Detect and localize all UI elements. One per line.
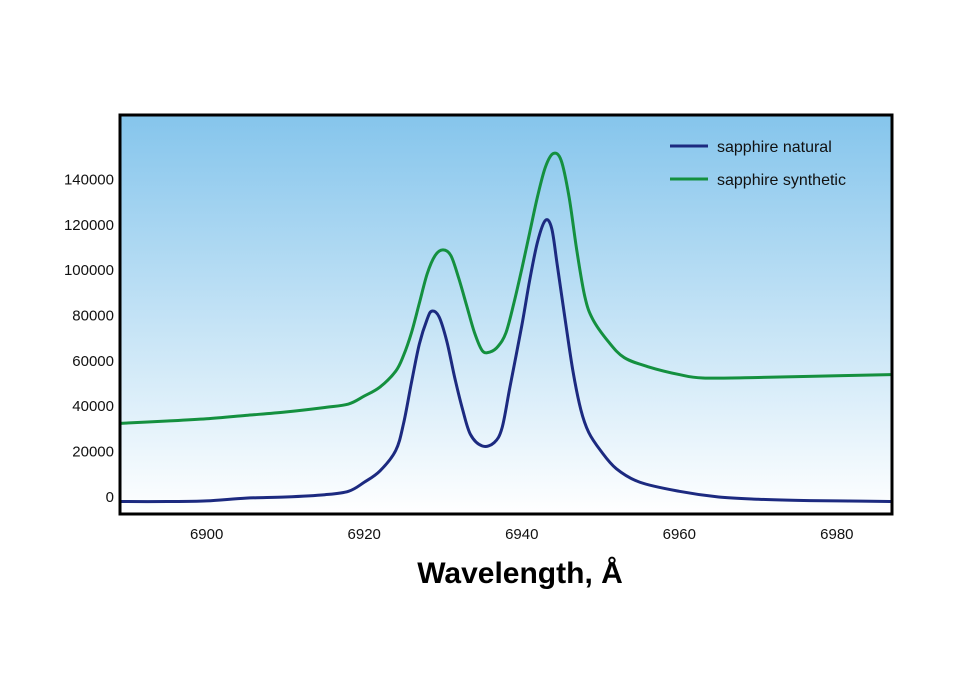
y-tick-label: 40000 [72, 398, 114, 415]
y-tick-label: 80000 [72, 308, 114, 325]
series-line-natural [118, 218, 894, 504]
x-tick-label: 6940 [505, 526, 538, 543]
x-tick-label: 6980 [820, 526, 853, 543]
y-tick-label: 0 [106, 489, 114, 506]
x-axis-ticks: 6900 6920 6940 6960 6980 [190, 526, 854, 543]
legend-label: sapphire synthetic [717, 172, 846, 189]
series-layer [118, 151, 894, 504]
plot-background [120, 115, 892, 514]
x-tick-label: 6920 [348, 526, 381, 543]
series-line-synthetic [118, 151, 894, 425]
y-tick-label: 60000 [72, 353, 114, 370]
x-axis-label: Wavelength, Å [417, 557, 623, 590]
x-tick-label: 6900 [190, 526, 223, 543]
y-tick-label: 20000 [72, 444, 114, 461]
legend: sapphire natural sapphire synthetic [670, 139, 846, 189]
plot-frame [118, 113, 894, 516]
y-tick-label: 100000 [64, 262, 114, 279]
legend-label: sapphire natural [717, 139, 832, 156]
y-tick-label: 120000 [64, 217, 114, 234]
y-axis-ticks: 0 20000 40000 60000 80000 100000 120000 140000 [64, 171, 114, 505]
y-tick-label: 140000 [64, 171, 114, 188]
x-tick-label: 6960 [663, 526, 696, 543]
